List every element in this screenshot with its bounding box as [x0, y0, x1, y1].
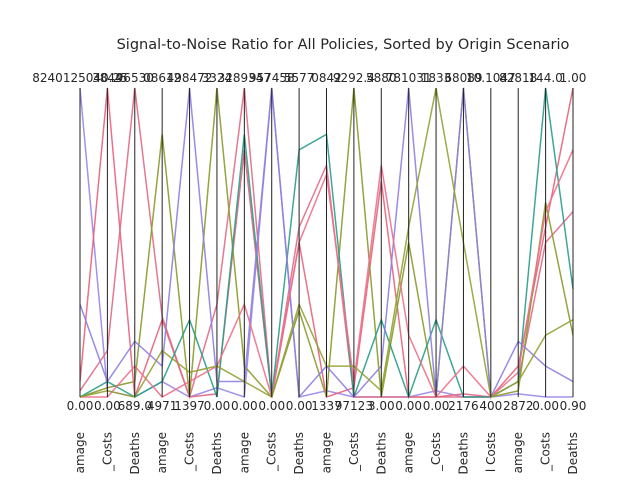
axis-name: amage [511, 432, 525, 473]
axis-name: l Costs [484, 432, 498, 472]
axis-max-label: 82818 [499, 71, 537, 85]
axis-min-label: 400 [479, 399, 502, 413]
axis-name: _Costs [347, 432, 361, 472]
axis-min-label: 0.00 [94, 399, 121, 413]
axis-name: amage [73, 432, 87, 473]
axis-name: _Costs [100, 432, 114, 472]
axis-name: Deaths [210, 432, 224, 475]
axis-max-label: 9292.4 [333, 71, 375, 85]
axis-min-label: 0.00 [532, 399, 559, 413]
axis-min-label: 689.0 [118, 399, 152, 413]
axis-name: amage [402, 432, 416, 473]
axis-min-label: 0.00 [286, 399, 313, 413]
axis-name: Deaths [292, 432, 306, 475]
axis-max-label: 96530 [116, 71, 154, 85]
axis-max-label: 1833 [421, 71, 452, 85]
axis-max-label: 498472 [167, 71, 213, 85]
axis-max-label: 5577 [284, 71, 315, 85]
axis-max-label: 68089 [444, 71, 482, 85]
axis-max-label: 8240125040.25 [32, 71, 127, 85]
axis-min-label: 97123 [335, 399, 373, 413]
axis-max-label: 3289347 [218, 71, 271, 85]
axis-name: Deaths [374, 432, 388, 475]
axis-name: amage [155, 432, 169, 473]
axis-max-label: 5880 [366, 71, 397, 85]
axis-min-label: 1337 [311, 399, 342, 413]
axis-max-label: 08612 [143, 71, 181, 85]
axis-name: Deaths [128, 432, 142, 475]
axis-max-label: 3324 [202, 71, 233, 85]
axis-min-label: 2176 [448, 399, 479, 413]
axis-max-label: 781031 [386, 71, 432, 85]
chart-title: Signal-to-Noise Ratio for All Policies, … [117, 37, 570, 53]
axis-name: _Costs [429, 432, 443, 472]
axis-max-label: 957458 [249, 71, 295, 85]
axis-min-label: 0.00 [204, 399, 231, 413]
axis-name: _Costs [265, 432, 279, 472]
axis-min-label: 0.00 [258, 399, 285, 413]
axis-name: Deaths [566, 432, 580, 475]
axis-max-label: 1.00 [560, 71, 587, 85]
axis-min-label: 4971 [147, 399, 178, 413]
axis-min-label: 0.00 [67, 399, 94, 413]
axis-min-label: 0.00 [231, 399, 258, 413]
axis-name: amage [237, 432, 251, 473]
axis-min-label: 0.90 [560, 399, 587, 413]
axis-max-label: 3844 [92, 71, 123, 85]
axis-name: _Costs [183, 432, 197, 472]
axis-max-label: 0842 [311, 71, 342, 85]
axis-min-label: 0.00 [423, 399, 450, 413]
axis-min-label: 1397 [174, 399, 205, 413]
axis-min-label: 2872 [503, 399, 534, 413]
axis-min-label: 3.00 [368, 399, 395, 413]
axis-max-label: 144.0 [528, 71, 562, 85]
axes: 8240125040.25 0.00 amage 3844 0.00 _Costs 9653… [32, 71, 586, 475]
axis-name: _Costs [539, 432, 553, 472]
axis-name: Deaths [456, 432, 470, 475]
axis-max-label: 10.1047 [466, 71, 516, 85]
axis-name: amage [320, 432, 334, 473]
axis-min-label: 0.00 [395, 399, 422, 413]
